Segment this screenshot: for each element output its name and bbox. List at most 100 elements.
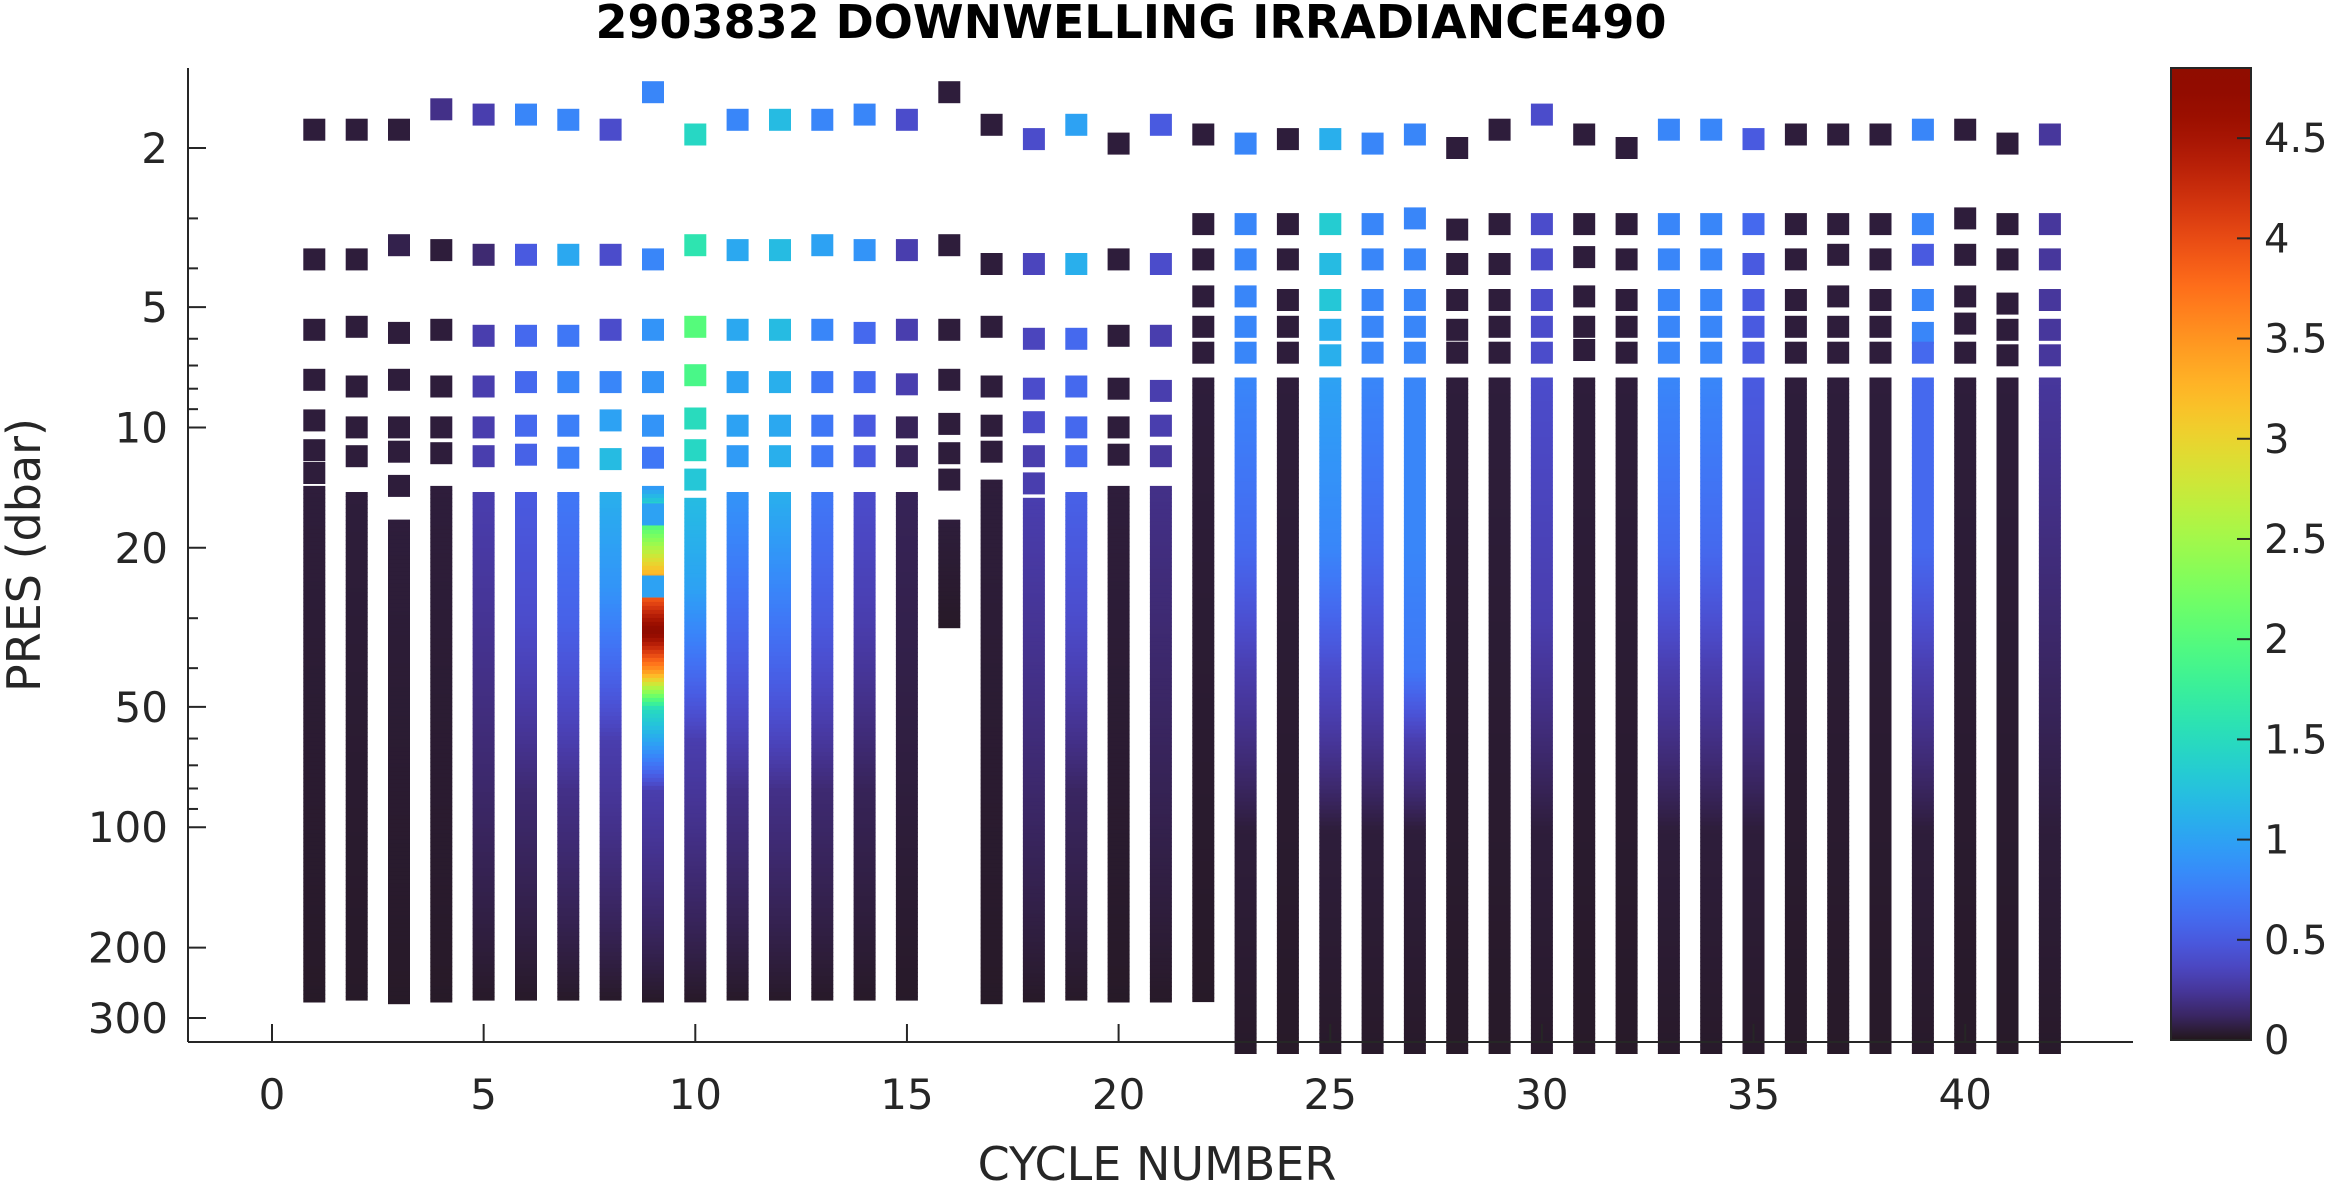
sample-cell bbox=[811, 860, 834, 865]
sample-cell bbox=[1192, 877, 1215, 883]
sample-cell bbox=[1615, 433, 1638, 439]
sample-cell bbox=[557, 516, 580, 521]
sample-cell bbox=[430, 813, 453, 819]
sample-cell bbox=[345, 564, 368, 569]
sample-cell bbox=[895, 704, 918, 709]
sample-cell bbox=[1700, 909, 1723, 915]
sample-cell bbox=[1319, 917, 1342, 923]
sample-cell bbox=[557, 552, 580, 557]
sample-cell bbox=[1022, 789, 1045, 795]
sample-cell bbox=[1657, 677, 1680, 683]
sample-cell bbox=[557, 716, 580, 721]
sample-cell bbox=[684, 541, 707, 547]
sample-cell bbox=[1319, 657, 1342, 663]
sample-cell bbox=[1149, 637, 1172, 643]
sample-cell bbox=[895, 552, 918, 557]
sample-cell bbox=[1361, 665, 1384, 671]
sample-cell bbox=[430, 905, 453, 911]
sample-cell bbox=[388, 623, 410, 629]
sample-cell bbox=[1530, 421, 1553, 427]
sample-cell bbox=[1488, 993, 1511, 999]
sample-cell bbox=[345, 860, 368, 865]
sample-cell bbox=[1319, 633, 1342, 639]
sample-cell bbox=[1700, 865, 1723, 871]
sample-cell bbox=[1065, 744, 1088, 749]
sample-cell bbox=[1446, 1053, 1469, 1054]
sample-cell bbox=[1657, 785, 1680, 791]
sample-cell bbox=[599, 668, 622, 673]
sample-cell bbox=[472, 556, 495, 561]
sample-cell bbox=[303, 669, 326, 675]
sample-cell bbox=[853, 724, 876, 729]
sample-cell bbox=[1573, 525, 1596, 531]
sample-cell bbox=[430, 845, 453, 851]
sample-cell bbox=[811, 552, 834, 557]
sample-cell bbox=[599, 660, 622, 665]
sample-cell bbox=[472, 728, 495, 733]
sample-cell bbox=[1530, 841, 1553, 847]
sample-cell bbox=[388, 835, 410, 841]
sample-cell bbox=[980, 767, 1003, 773]
sample-cell bbox=[303, 789, 326, 795]
sample-cell bbox=[1022, 841, 1045, 847]
sample-cell bbox=[1192, 553, 1215, 559]
sample-point bbox=[642, 318, 664, 341]
sample-cell bbox=[303, 657, 326, 663]
sample-cell bbox=[303, 721, 326, 727]
sample-cell bbox=[895, 864, 918, 869]
sample-point bbox=[303, 248, 326, 271]
sample-cell bbox=[1276, 433, 1299, 439]
sample-cell bbox=[1022, 501, 1045, 507]
sample-cell bbox=[345, 536, 368, 541]
sample-cell bbox=[345, 924, 368, 929]
sample-point bbox=[1234, 285, 1257, 308]
sample-cell bbox=[811, 888, 834, 893]
sample-cell bbox=[388, 807, 410, 813]
sample-cell bbox=[1107, 993, 1130, 999]
sample-cell bbox=[472, 908, 495, 913]
sample-cell bbox=[895, 844, 918, 849]
sample-cell bbox=[1657, 1029, 1680, 1035]
sample-cell bbox=[853, 820, 876, 825]
sample-cell bbox=[1488, 1021, 1511, 1027]
sample-cell bbox=[1192, 873, 1215, 879]
sample-cell bbox=[345, 572, 368, 577]
sample-cell bbox=[853, 968, 876, 973]
sample-cell bbox=[811, 684, 834, 689]
sample-cell bbox=[1065, 808, 1088, 813]
sample-cell bbox=[1700, 737, 1723, 743]
sample-cell bbox=[1657, 873, 1680, 879]
sample-cell bbox=[1615, 813, 1638, 819]
sample-cell bbox=[1319, 817, 1342, 823]
sample-cell bbox=[980, 923, 1003, 929]
sample-cell bbox=[1022, 865, 1045, 871]
sample-cell bbox=[980, 843, 1003, 849]
sample-cell bbox=[1149, 981, 1172, 987]
sample-cell bbox=[599, 672, 622, 677]
sample-cell bbox=[769, 808, 791, 813]
sample-cell bbox=[1573, 825, 1596, 831]
sample-point bbox=[642, 371, 664, 394]
sample-cell bbox=[1488, 985, 1511, 991]
sample-cell bbox=[345, 744, 368, 749]
sample-cell bbox=[1149, 557, 1172, 563]
sample-cell bbox=[1530, 817, 1553, 823]
sample-point bbox=[1573, 213, 1596, 236]
sample-cell bbox=[642, 965, 664, 971]
sample-point bbox=[557, 243, 580, 266]
sample-cell bbox=[1107, 945, 1130, 951]
sample-cell bbox=[430, 697, 453, 703]
sample-cell bbox=[853, 860, 876, 865]
sample-cell bbox=[472, 536, 495, 541]
sample-cell bbox=[557, 528, 580, 533]
sample-cell bbox=[599, 612, 622, 617]
sample-cell bbox=[388, 919, 410, 925]
sample-cell bbox=[345, 668, 368, 673]
sample-cell bbox=[895, 836, 918, 841]
sample-cell bbox=[1700, 725, 1723, 731]
sample-cell bbox=[853, 900, 876, 905]
sample-cell bbox=[1149, 837, 1172, 843]
sample-cell bbox=[303, 601, 326, 607]
sample-cell bbox=[1065, 996, 1088, 1001]
sample-cell bbox=[769, 732, 791, 737]
